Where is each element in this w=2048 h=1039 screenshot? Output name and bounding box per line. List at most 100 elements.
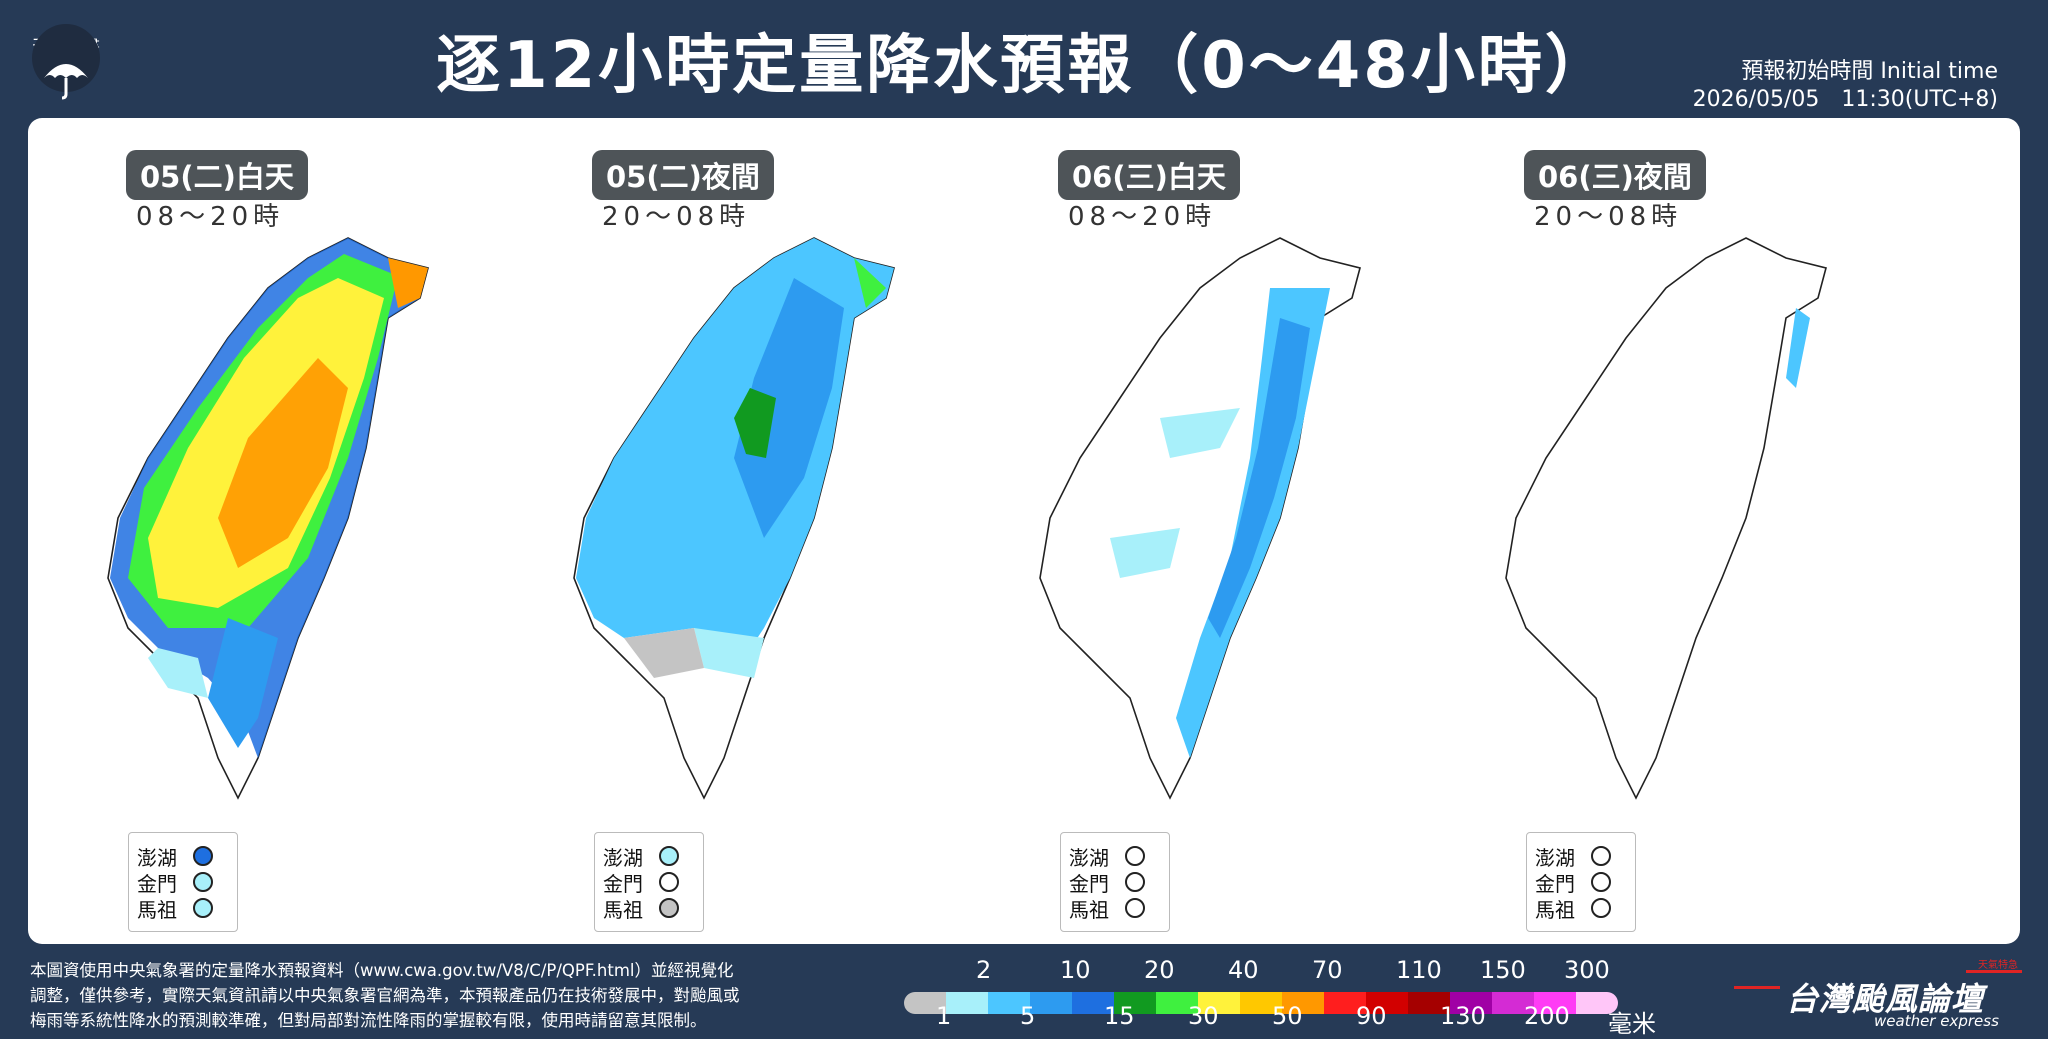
island-name: 澎湖 [603,845,643,870]
island-dot [659,898,679,918]
legend-label: 15 [1104,1002,1135,1030]
island-name: 澎湖 [1535,845,1575,870]
legend-swatch [946,992,988,1014]
logo: 天氣祕書 [28,14,104,104]
island-row: 金門 [1535,869,1627,896]
island-dot [659,872,679,892]
island-name: 澎湖 [137,845,177,870]
legend-label: 110 [1396,956,1442,984]
island-dot [193,846,213,866]
island-dot [659,846,679,866]
island-dot [1125,872,1145,892]
period-badge: 05(二)夜間 [592,150,774,200]
island-row: 馬祖 [1069,895,1161,922]
island-name: 馬祖 [1535,897,1575,922]
legend-label: 90 [1356,1002,1387,1030]
period-hours: 08～20時 [1068,202,1217,232]
period-hours: 20～08時 [1534,202,1683,232]
legend-label: 40 [1228,956,1259,984]
period-badge: 06(三)白天 [1058,150,1240,200]
rainfall-legend: 2 10 20 40 70 110 150 300 1 5 15 30 50 90 130 200 毫米 [904,956,1664,1038]
legend-swatch [1534,992,1576,1014]
period-hours: 20～08時 [602,202,751,232]
legend-label: 70 [1312,956,1343,984]
island-name: 金門 [603,871,643,896]
legend-label: 1 [936,1002,952,1030]
legend-swatch [1030,992,1072,1014]
taiwan-map-1 [107,237,429,800]
brand-subtitle: weather express [1874,1012,1999,1030]
legend-swatch [1366,992,1408,1014]
island-row: 馬祖 [603,895,695,922]
island-dot [1125,898,1145,918]
disclaimer-line: 梅雨等系統性降水的預測較準確，但對局部對流性降雨的掌握較有限，使用時請留意其限制… [30,1011,707,1030]
island-name: 馬祖 [603,897,643,922]
island-row: 金門 [137,869,229,896]
island-name: 澎湖 [1069,845,1109,870]
legend-label: 130 [1440,1002,1486,1030]
island-name: 馬祖 [1069,897,1109,922]
brand-name: 台灣颱風論壇 [1786,980,1985,1018]
brand-stripe [1966,970,2022,973]
disclaimer: 本圖資使用中央氣象署的定量降水預報資料（www.cwa.gov.tw/V8/C/… [30,958,900,1033]
legend-color-bar [904,992,1618,1014]
initial-time: 預報初始時間 Initial time 2026/05/05 11:30(UTC… [1693,58,1998,114]
legend-swatch [1408,992,1450,1014]
legend-swatch [1198,992,1240,1014]
island-row: 澎湖 [1535,843,1627,870]
legend-label: 2 [976,956,992,984]
period-badge: 06(三)夜間 [1524,150,1706,200]
map-panel-2: 05(二)夜間 20～08時 澎湖 金門 馬祖 [514,118,978,944]
disclaimer-line: 本圖資使用中央氣象署的定量降水預報資料（www.cwa.gov.tw/V8/C/… [30,961,734,980]
legend-swatch [1324,992,1366,1014]
legend-swatch [1072,992,1114,1014]
legend-label: 30 [1188,1002,1219,1030]
island-dot [193,898,213,918]
legend-unit: 毫米 [1608,1010,1656,1038]
island-dot [1591,872,1611,892]
legend-label: 150 [1480,956,1526,984]
legend-swatch [1282,992,1324,1014]
legend-swatch [988,992,1030,1014]
island-legend: 澎湖 金門 馬祖 [128,832,238,932]
disclaimer-line: 調整，僅供參考，實際天氣資訊請以中央氣象署官網為準，本預報產品仍在技術發展中，對… [30,986,740,1005]
period-hours: 08～20時 [136,202,285,232]
initial-time-value: 2026/05/05 11:30(UTC+8) [1692,87,1998,112]
brand-logo: 天氣特急 台灣颱風論壇 weather express [1734,960,2024,1030]
map-panels: 05(二)白天 08～20時 澎湖 金門 馬祖 05(二)夜間 20～08時 澎… [28,118,2020,944]
island-row: 金門 [1069,869,1161,896]
legend-label: 20 [1144,956,1175,984]
island-dot [1125,846,1145,866]
island-legend: 澎湖 金門 馬祖 [1060,832,1170,932]
umbrella-icon [32,24,100,100]
island-row: 澎湖 [137,843,229,870]
legend-swatch [1240,992,1282,1014]
initial-time-label: 預報初始時間 Initial time [1741,59,1998,84]
island-dot [1591,898,1611,918]
island-legend: 澎湖 金門 馬祖 [594,832,704,932]
island-dot [193,872,213,892]
legend-label: 50 [1272,1002,1303,1030]
legend-swatch [904,992,946,1014]
legend-label: 10 [1060,956,1091,984]
legend-label: 300 [1564,956,1610,984]
brand-stripe [1734,986,1780,989]
brand-tag: 天氣特急 [1978,960,2018,971]
island-row: 金門 [603,869,695,896]
map-panel-3: 06(三)白天 08～20時 澎湖 金門 馬祖 [980,118,1444,944]
island-legend: 澎湖 金門 馬祖 [1526,832,1636,932]
map-panel-1: 05(二)白天 08～20時 澎湖 金門 馬祖 [48,118,512,944]
legend-swatch [1114,992,1156,1014]
taiwan-map-3 [1039,237,1361,800]
page-title: 逐12小時定量降水預報（0～48小時） [436,29,1612,103]
island-dot [1591,846,1611,866]
legend-swatch [1450,992,1492,1014]
island-name: 金門 [1069,871,1109,896]
taiwan-map-4 [1505,237,1827,800]
island-row: 馬祖 [1535,895,1627,922]
island-row: 馬祖 [137,895,229,922]
island-row: 澎湖 [603,843,695,870]
legend-swatch [1492,992,1534,1014]
taiwan-map-2 [573,237,895,800]
legend-label: 200 [1524,1002,1570,1030]
